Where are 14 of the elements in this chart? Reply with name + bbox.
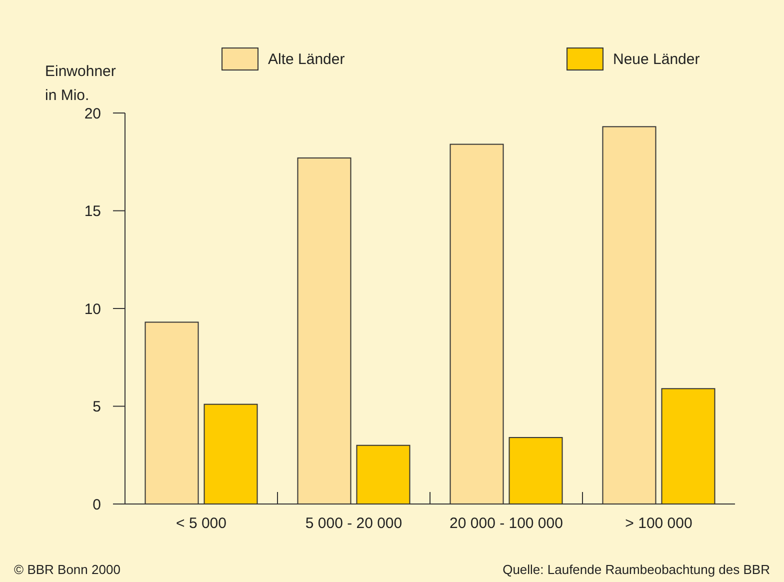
x-tick-label: < 5 000	[176, 515, 226, 532]
y-tick-label: 20	[84, 105, 101, 122]
text: © BBR Bonn 2000	[14, 562, 120, 577]
legend-label: Alte Länder	[268, 51, 345, 68]
legend-label: Neue Länder	[613, 51, 700, 68]
y-tick-label: 5	[92, 398, 101, 416]
y-tick-label: 10	[84, 300, 101, 318]
x-tick-label: 20 000 - 100 000	[450, 515, 563, 532]
y-tick-label: 0	[92, 496, 101, 514]
y-axis-title: Einwohner in Mio.	[45, 63, 116, 104]
x-tick-label: > 100 000	[625, 515, 692, 532]
x-tick-label: 5 000 - 20 000	[305, 515, 402, 532]
source-note: Quelle: Laufende Raumbeobachtung des BBR	[502, 562, 770, 577]
y-tick-label: 15	[84, 203, 101, 220]
